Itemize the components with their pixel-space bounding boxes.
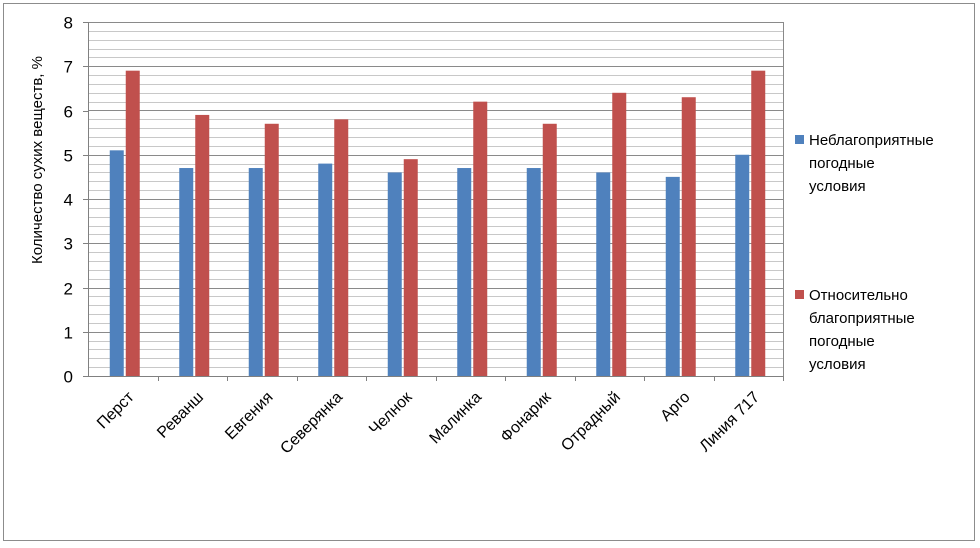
x-category-label: Северянка <box>277 389 346 458</box>
x-category-label: Малинка <box>427 389 486 448</box>
y-tick-label: 7 <box>64 58 73 77</box>
bar-unfavorable <box>457 168 472 376</box>
legend-label: благоприятные <box>809 310 915 327</box>
y-tick-label: 4 <box>64 191 73 210</box>
bar-unfavorable <box>248 168 263 376</box>
y-tick-labels: 0 1 2 3 4 5 6 7 8 <box>64 14 73 387</box>
bar-unfavorable <box>735 154 750 376</box>
x-category-label: Реванш <box>154 389 207 442</box>
x-category-label: Фонарик <box>498 388 556 446</box>
bar-favorable <box>542 123 557 377</box>
legend-swatch <box>795 135 804 144</box>
legend-swatch <box>795 290 804 299</box>
chart-frame <box>3 3 975 541</box>
bar-unfavorable <box>387 172 402 376</box>
y-tick-label: 6 <box>64 103 73 122</box>
y-axis-title: Количество сухих веществ, % <box>29 56 46 264</box>
bar-favorable <box>125 70 140 377</box>
y-tick-label: 0 <box>64 368 73 387</box>
bar-unfavorable <box>526 168 541 376</box>
bar-favorable <box>612 92 627 377</box>
legend-label: погодные <box>809 333 875 350</box>
bar-unfavorable <box>318 163 333 376</box>
bar-favorable <box>403 159 418 376</box>
x-tick-labels: Перст Реванш Евгения Северянка Челнок Малинка… <box>94 388 763 457</box>
y-tick-label: 3 <box>64 235 73 254</box>
bar-favorable <box>334 119 349 376</box>
legend-label: условия <box>809 356 866 373</box>
bar-favorable <box>195 114 210 377</box>
x-category-label: Арго <box>658 389 694 425</box>
bar-unfavorable <box>665 176 680 376</box>
bars <box>109 70 766 377</box>
bar-favorable <box>264 123 279 377</box>
legend-label: Относительно <box>809 287 908 304</box>
x-category-label: Перст <box>94 388 138 432</box>
y-tick-label: 2 <box>64 280 73 299</box>
legend-label: Неблагоприятные <box>809 132 934 149</box>
x-category-label: Линия 717 <box>697 389 764 456</box>
x-category-label: Евгения <box>222 389 276 443</box>
legend: НеблагоприятныепогодныеусловияОтноситель… <box>795 132 934 373</box>
bar-favorable <box>681 97 696 376</box>
legend-label: условия <box>809 178 866 195</box>
bar-unfavorable <box>596 172 611 376</box>
bar-favorable <box>473 101 488 377</box>
legend-item: Неблагоприятные погодные условия <box>795 132 934 195</box>
axes <box>83 22 784 381</box>
y-tick-label: 5 <box>64 147 73 166</box>
bar-unfavorable <box>179 168 194 376</box>
legend-label: погодные <box>809 155 875 172</box>
x-category-label: Отрадный <box>558 389 624 455</box>
legend-item: Относительно благоприятные погодные условия <box>795 287 915 373</box>
bar-unfavorable <box>109 150 124 376</box>
y-tick-label: 8 <box>64 14 73 33</box>
bar-favorable <box>751 70 766 377</box>
x-category-label: Челнок <box>366 388 416 438</box>
y-tick-label: 1 <box>64 324 73 343</box>
